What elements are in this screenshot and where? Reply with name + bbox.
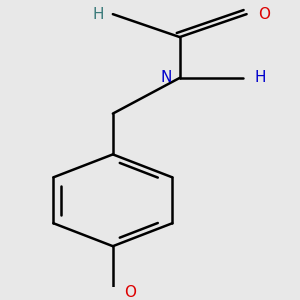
Text: O: O (124, 285, 136, 300)
Text: H: H (254, 70, 266, 86)
Text: N: N (161, 70, 172, 86)
Text: O: O (258, 7, 270, 22)
Text: H: H (92, 7, 104, 22)
